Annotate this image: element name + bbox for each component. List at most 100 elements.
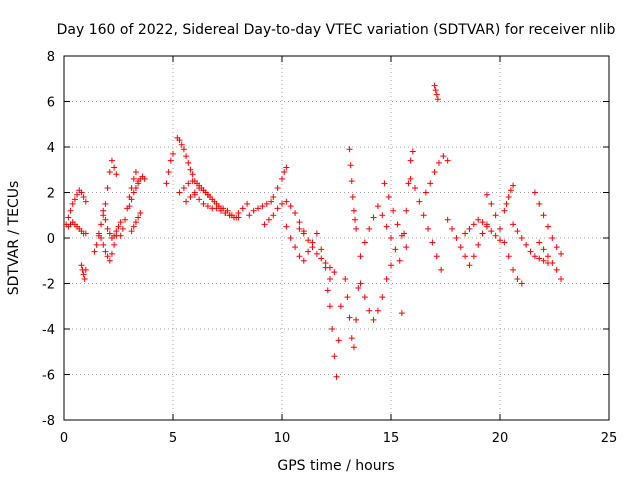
data-point	[183, 198, 190, 205]
data-point	[449, 225, 456, 232]
data-point	[185, 159, 192, 166]
series-arc-27	[401, 148, 416, 237]
data-point	[193, 180, 200, 187]
data-point	[296, 219, 303, 226]
data-point	[78, 189, 85, 196]
data-point	[239, 205, 246, 212]
data-point	[523, 241, 530, 248]
data-point	[462, 230, 469, 237]
series-arc-18	[283, 223, 333, 282]
data-point	[366, 225, 373, 232]
series-arc-16	[270, 164, 290, 201]
data-point	[385, 194, 392, 201]
series-arc-10	[163, 150, 176, 187]
series-arc-17	[261, 198, 307, 235]
y-tick-label: 8	[47, 50, 55, 65]
data-point	[553, 266, 560, 273]
data-point	[558, 250, 565, 257]
data-point	[374, 203, 381, 210]
data-point	[531, 253, 538, 260]
data-point	[296, 225, 303, 232]
data-point	[115, 223, 122, 230]
data-point	[135, 180, 142, 187]
data-point	[200, 200, 207, 207]
data-point	[283, 164, 290, 171]
data-point	[176, 189, 183, 196]
data-point	[326, 303, 333, 310]
data-point	[270, 212, 277, 219]
data-point	[305, 248, 312, 255]
data-point	[553, 244, 560, 251]
data-point	[438, 266, 445, 273]
grid-lines	[64, 56, 609, 420]
data-point	[370, 214, 377, 221]
data-point	[283, 223, 290, 230]
data-point	[492, 232, 499, 239]
data-point	[348, 178, 355, 185]
data-point	[170, 150, 176, 157]
series-arc-26	[398, 310, 405, 317]
data-point	[379, 294, 386, 301]
series-arc-04	[91, 157, 120, 255]
data-point	[518, 235, 525, 241]
data-point	[82, 266, 89, 273]
data-point	[357, 280, 364, 287]
data-point	[213, 205, 220, 212]
data-point	[200, 187, 207, 194]
x-tick-label: 10	[274, 431, 291, 446]
x-axis-label: GPS time / hours	[277, 458, 394, 474]
data-point	[444, 157, 451, 164]
y-tick-label: 0	[47, 232, 55, 247]
data-point	[357, 253, 364, 260]
data-point	[432, 87, 439, 94]
data-point	[352, 216, 359, 223]
data-point	[429, 239, 436, 246]
data-point	[518, 280, 525, 287]
y-tick-label: -2	[42, 278, 55, 293]
data-point	[130, 223, 137, 230]
data-point	[329, 326, 336, 332]
data-point	[342, 275, 349, 282]
data-point	[274, 205, 281, 212]
data-point	[350, 207, 357, 214]
data-point	[270, 194, 277, 201]
series-arc-06	[100, 207, 124, 241]
data-point	[497, 237, 503, 244]
data-point	[505, 253, 512, 260]
data-point	[117, 232, 124, 239]
data-point	[132, 184, 139, 191]
data-point	[222, 209, 229, 216]
data-point	[403, 244, 410, 251]
data-point	[309, 244, 316, 251]
series-arc-11	[174, 134, 211, 198]
data-point	[98, 221, 105, 228]
data-point	[67, 207, 74, 214]
data-point	[326, 275, 333, 282]
data-point	[113, 171, 120, 178]
data-point	[98, 235, 105, 241]
series-arc-34	[501, 182, 517, 214]
data-point	[274, 184, 281, 191]
data-point	[457, 244, 464, 251]
series-arc-31	[444, 216, 490, 269]
data-point	[167, 157, 174, 164]
data-point	[470, 253, 477, 260]
data-point	[331, 353, 338, 360]
data-point	[510, 221, 517, 228]
data-point	[217, 207, 224, 214]
data-point	[128, 228, 135, 235]
data-point	[122, 216, 129, 223]
data-point	[347, 162, 354, 169]
data-point	[475, 216, 482, 223]
chart-title: Day 160 of 2022, Sidereal Day-to-day VTE…	[57, 22, 616, 38]
data-point	[104, 253, 111, 260]
data-point	[531, 189, 538, 196]
data-point	[383, 223, 390, 230]
data-point	[313, 230, 320, 237]
data-point	[130, 189, 137, 196]
data-point	[178, 141, 185, 148]
data-point	[337, 303, 344, 310]
series-arc-03	[78, 262, 89, 282]
series-arc-28	[407, 175, 445, 273]
